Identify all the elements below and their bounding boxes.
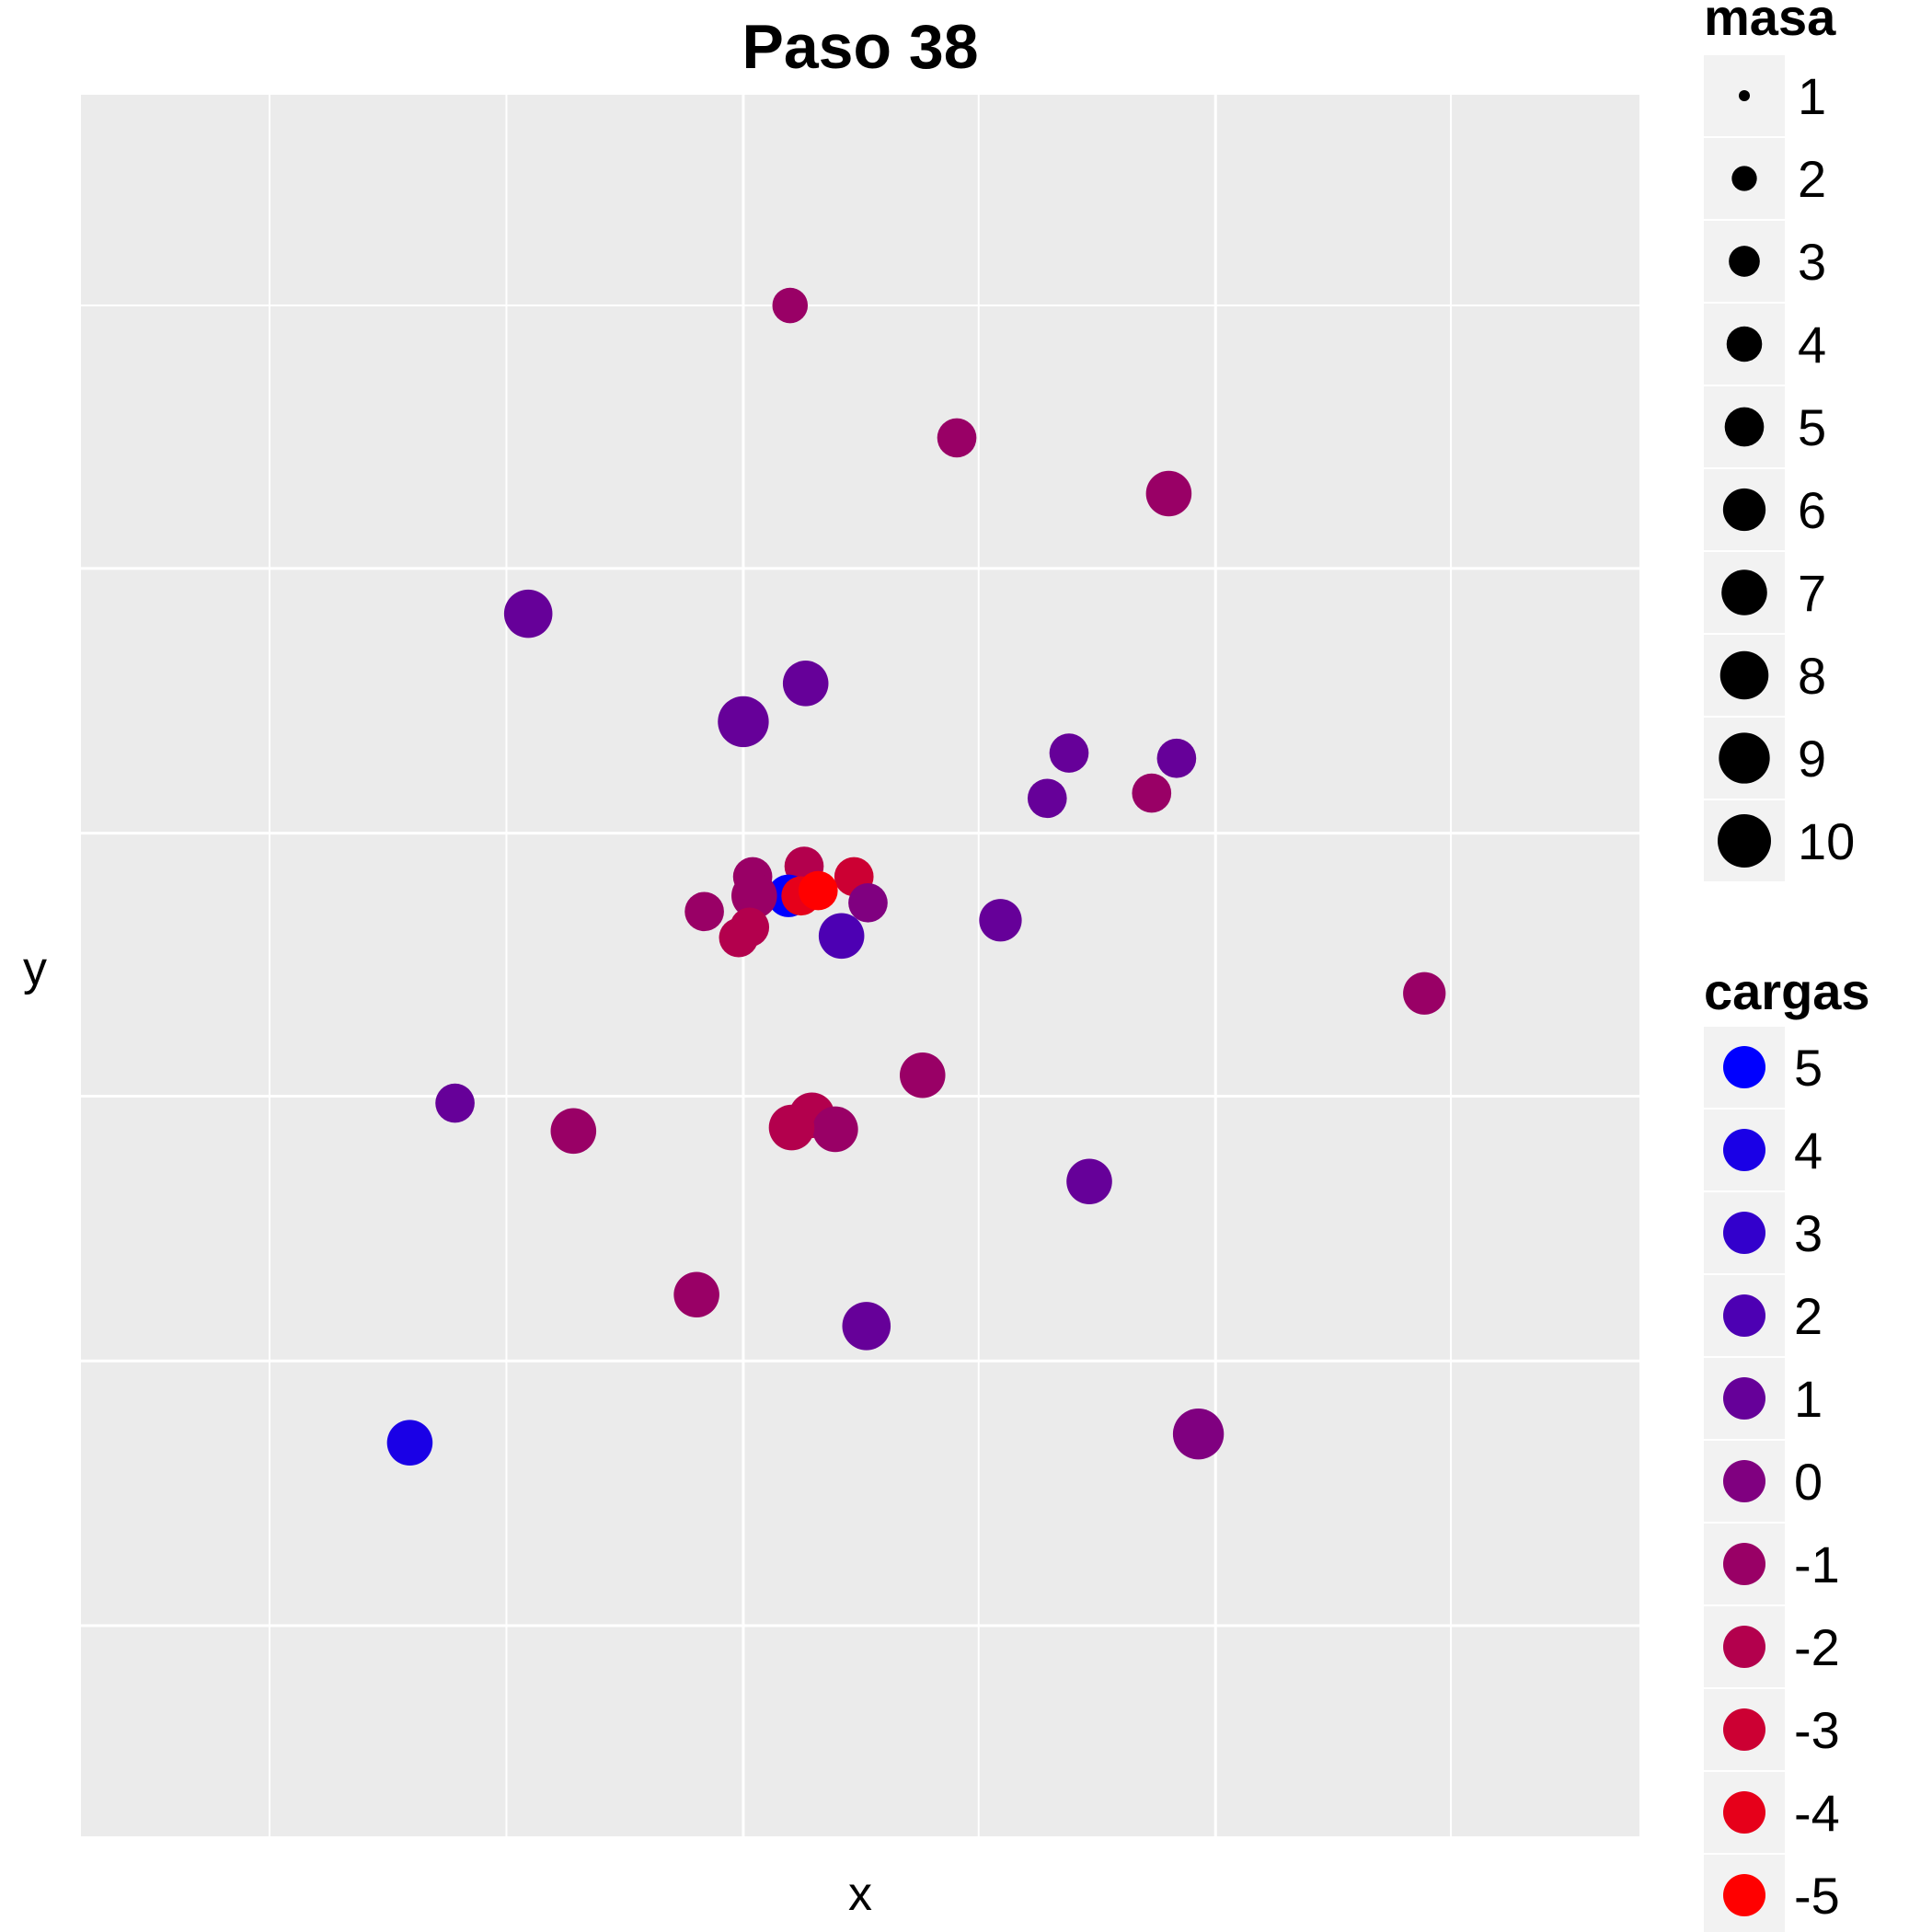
- data-point-26: [550, 1108, 597, 1155]
- data-point-24: [899, 1052, 946, 1098]
- data-point-20: [818, 913, 865, 960]
- data-point-18: [684, 891, 724, 932]
- data-point-0: [772, 287, 809, 324]
- data-point-9: [1132, 773, 1172, 813]
- color-legend-label-0: 5: [1794, 1039, 1823, 1097]
- color-legend-label-4: 1: [1794, 1370, 1823, 1428]
- color-legend-key-7: [1723, 1626, 1765, 1668]
- color-legend-title: cargas: [1704, 962, 1870, 1020]
- size-legend-key-4: [1724, 407, 1765, 447]
- data-point-2: [1145, 470, 1192, 517]
- chart-title: Paso 38: [742, 12, 978, 82]
- color-legend-label-3: 2: [1794, 1287, 1823, 1345]
- data-point-31: [673, 1271, 719, 1318]
- data-point-22: [719, 917, 759, 958]
- y-axis-title: y: [23, 942, 47, 995]
- size-legend-key-1: [1731, 166, 1757, 191]
- data-point-17: [798, 870, 838, 911]
- data-point-1: [937, 418, 977, 458]
- size-legend-title: masa: [1704, 0, 1836, 46]
- color-legend-key-5: [1723, 1460, 1765, 1502]
- size-legend-label-1: 2: [1798, 150, 1826, 208]
- size-legend-label-4: 5: [1798, 398, 1826, 456]
- size-legend-key-5: [1722, 488, 1766, 532]
- size-legend-label-5: 6: [1798, 481, 1826, 539]
- color-legend-label-5: 0: [1794, 1453, 1823, 1511]
- size-legend-key-7: [1719, 650, 1769, 700]
- size-legend-key-8: [1719, 732, 1770, 784]
- color-legend-label-2: 3: [1794, 1204, 1823, 1262]
- data-point-3: [503, 589, 553, 638]
- data-point-21: [979, 899, 1022, 942]
- data-point-8: [1027, 778, 1067, 819]
- size-legend-key-6: [1721, 569, 1767, 615]
- color-legend-key-4: [1723, 1377, 1765, 1420]
- data-point-4: [782, 661, 829, 707]
- data-point-13: [848, 883, 888, 923]
- data-point-30: [1066, 1158, 1112, 1205]
- data-point-23: [1403, 972, 1446, 1015]
- data-point-15: [731, 873, 777, 919]
- size-legend-label-0: 1: [1798, 67, 1826, 125]
- size-legend-key-9: [1718, 814, 1771, 868]
- color-legend-label-1: 4: [1794, 1121, 1823, 1179]
- color-legend-key-6: [1723, 1543, 1765, 1585]
- data-points: [386, 287, 1446, 1466]
- size-legend-label-2: 3: [1798, 233, 1826, 291]
- size-legend-label-9: 10: [1798, 812, 1855, 870]
- data-point-7: [1156, 738, 1197, 778]
- size-legend-key-3: [1726, 326, 1763, 362]
- color-legend-key-3: [1723, 1294, 1765, 1337]
- size-legend-label-7: 8: [1798, 647, 1826, 705]
- color-legend-key-2: [1723, 1212, 1765, 1254]
- color-legend-key-1: [1723, 1129, 1765, 1171]
- color-legend: cargas 5 4 3 2 1 0 -1 -2 -3 -4 -5: [1704, 962, 1870, 1932]
- color-legend-label-8: -3: [1794, 1701, 1840, 1759]
- data-point-6: [1049, 733, 1089, 773]
- color-legend-label-6: -1: [1794, 1535, 1840, 1593]
- color-legend-label-7: -2: [1794, 1618, 1840, 1676]
- size-legend-key-0: [1739, 90, 1750, 101]
- x-axis-title: x: [848, 1868, 872, 1921]
- color-legend-key-0: [1723, 1046, 1765, 1088]
- color-legend-key-8: [1723, 1708, 1765, 1751]
- size-legend-label-8: 9: [1798, 730, 1826, 788]
- data-point-28: [812, 1106, 858, 1153]
- size-legend-label-3: 4: [1798, 316, 1826, 374]
- data-point-33: [386, 1420, 433, 1466]
- gridlines: [81, 95, 1639, 1836]
- color-legend-key-9: [1723, 1791, 1765, 1834]
- data-point-5: [718, 696, 769, 748]
- color-legend-key-10: [1723, 1874, 1765, 1916]
- data-point-32: [842, 1302, 891, 1351]
- size-legend-label-6: 7: [1798, 564, 1826, 622]
- size-legend: masa 1 2 3 4 5 6 7 8 9 10: [1704, 0, 1855, 881]
- size-legend-key-2: [1729, 246, 1760, 277]
- data-point-25: [435, 1083, 475, 1123]
- color-legend-label-9: -4: [1794, 1784, 1840, 1842]
- plot-panel: [81, 95, 1639, 1836]
- data-point-34: [1172, 1409, 1225, 1460]
- data-point-29: [768, 1104, 815, 1151]
- color-legend-label-10: -5: [1794, 1867, 1840, 1925]
